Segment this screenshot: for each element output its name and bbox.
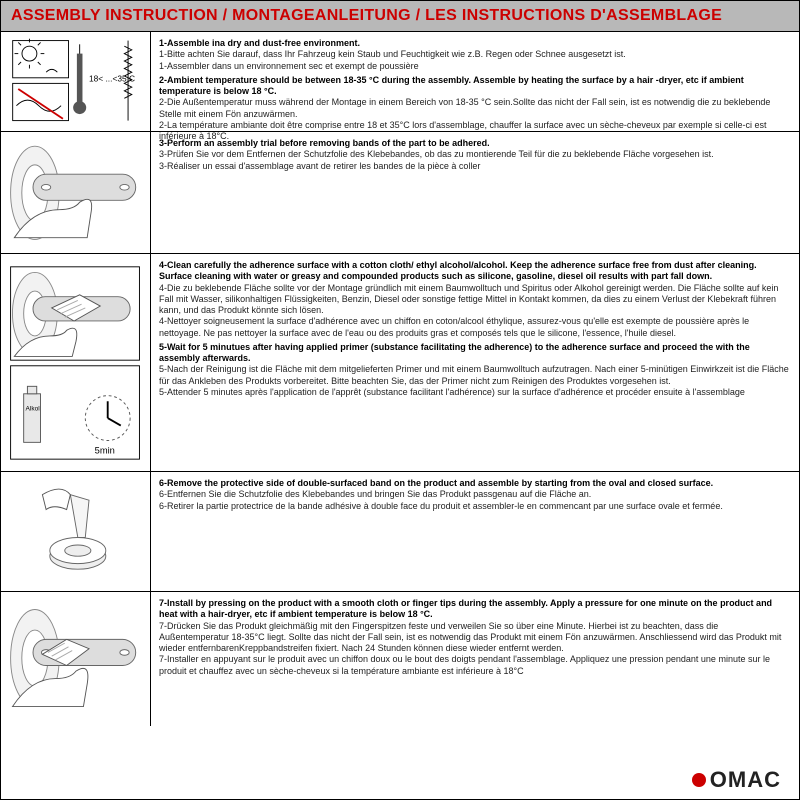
timer-label: 5min	[95, 445, 115, 455]
press-install-icon	[5, 596, 145, 722]
step-line: 5-Nach der Reinigung ist die Fläche mit …	[159, 364, 789, 385]
illustration-cell: Alkol 5min	[1, 254, 151, 471]
step-bold: 4-Clean carefully the adherence surface …	[159, 260, 757, 281]
brand-dot-icon	[692, 773, 706, 787]
illustration-cell	[1, 132, 151, 253]
step-line: 7-Drücken Sie das Produkt gleichmäßig mi…	[159, 621, 781, 654]
illustration-cell	[1, 472, 151, 591]
brand-name: OMAC	[710, 767, 781, 793]
step-bold: 6-Remove the protective side of double-s…	[159, 478, 713, 488]
alcohol-label: Alkol	[26, 405, 41, 412]
footer: OMAC	[1, 763, 799, 799]
step-line: 1-Bitte achten Sie darauf, dass Ihr Fahr…	[159, 49, 626, 59]
peel-tape-icon	[5, 476, 145, 588]
step-block: 1-Assemble ina dry and dust-free environ…	[159, 38, 789, 72]
instruction-text: 3-Perform an assembly trial before remov…	[151, 132, 799, 253]
step-line: 4-Die zu beklebende Fläche sollte vor de…	[159, 283, 778, 316]
instruction-text: 1-Assemble ina dry and dust-free environ…	[151, 32, 799, 131]
step-bold: 7-Install by pressing on the product wit…	[159, 598, 772, 619]
step-block: 6-Remove the protective side of double-s…	[159, 478, 789, 512]
clean-primer-icon: Alkol 5min	[5, 261, 145, 465]
step-line: 3-Réaliser un essai d'assemblage avant d…	[159, 161, 480, 171]
step-block: 5-Wait for 5 minutues after having appli…	[159, 342, 789, 398]
instruction-row: 6-Remove the protective side of double-s…	[1, 472, 799, 592]
step-line: 6-Entfernen Sie die Schutzfolie des Kleb…	[159, 489, 591, 499]
instruction-rows: 18< ...<35 C 1-Assemble ina dry and dust…	[1, 32, 799, 763]
step-line: 4-Nettoyer soigneusement la surface d'ad…	[159, 316, 749, 337]
illustration-cell: 18< ...<35 C	[1, 32, 151, 131]
step-block: 7-Install by pressing on the product wit…	[159, 598, 789, 677]
instruction-row: 18< ...<35 C 1-Assemble ina dry and dust…	[1, 32, 799, 132]
instruction-row: Alkol 5min 4-Clean carefully the adheren…	[1, 254, 799, 472]
step-line: 2-Die Außentemperatur muss während der M…	[159, 97, 770, 118]
brand-logo: OMAC	[692, 767, 781, 793]
step-bold: 3-Perform an assembly trial before remov…	[159, 138, 490, 148]
step-line: 6-Retirer la partie protectrice de la ba…	[159, 501, 723, 511]
step-line: 7-Installer en appuyant sur le produit a…	[159, 654, 770, 675]
instruction-row: 7-Install by pressing on the product wit…	[1, 592, 799, 726]
instruction-text: 7-Install by pressing on the product wit…	[151, 592, 799, 726]
header-bar: ASSEMBLY INSTRUCTION / MONTAGEANLEITUNG …	[1, 1, 799, 32]
instruction-text: 6-Remove the protective side of double-s…	[151, 472, 799, 591]
illustration-cell	[1, 592, 151, 726]
instruction-row: 3-Perform an assembly trial before remov…	[1, 132, 799, 254]
temperature-icon: 18< ...<35 C	[5, 35, 145, 128]
step-line: 3-Prüfen Sie vor dem Entfernen der Schut…	[159, 149, 714, 159]
header-title: ASSEMBLY INSTRUCTION / MONTAGEANLEITUNG …	[11, 7, 722, 24]
step-line: 1-Assembler dans un environnement sec et…	[159, 61, 419, 71]
handle-trial-icon	[5, 136, 145, 250]
step-block: 3-Perform an assembly trial before remov…	[159, 138, 789, 172]
page: ASSEMBLY INSTRUCTION / MONTAGEANLEITUNG …	[0, 0, 800, 800]
step-bold: 1-Assemble ina dry and dust-free environ…	[159, 38, 360, 48]
step-block: 4-Clean carefully the adherence surface …	[159, 260, 789, 339]
step-line: 5-Attender 5 minutes après l'application…	[159, 387, 745, 397]
step-bold: 2-Ambient temperature should be between …	[159, 75, 744, 96]
instruction-text: 4-Clean carefully the adherence surface …	[151, 254, 799, 471]
step-bold: 5-Wait for 5 minutues after having appli…	[159, 342, 750, 363]
